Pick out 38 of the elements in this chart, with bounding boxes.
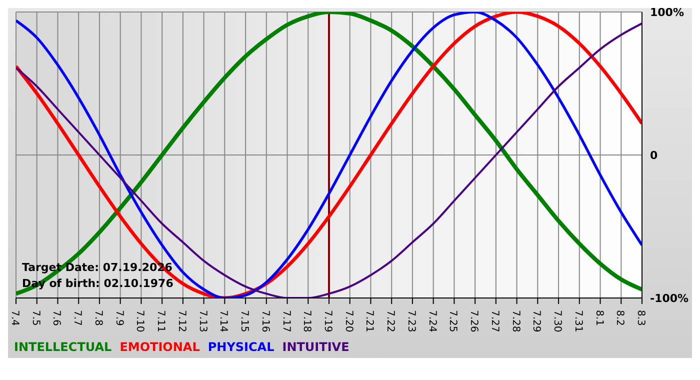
x-tick-label: 7.7 [72,310,83,326]
text: PHYSICAL [208,340,274,354]
x-tick-label: 7.22 [384,310,396,332]
x-tick-label: 7.15 [238,310,250,332]
x-tick-label: 7.19 [322,310,333,332]
x-tick-label: 7.20 [342,310,354,332]
y-tick-label: 0 [650,148,658,162]
x-tick-label: 7.28 [510,310,521,332]
x-tick-label: 7.24 [426,310,438,332]
text: INTELLECTUAL [14,340,112,354]
x-tick-label: 7.8 [92,310,104,326]
x-tick-label: 7.29 [530,310,542,332]
x-tick-label: 7.4 [9,310,20,326]
text: EMOTIONAL [120,340,200,354]
x-tick-label: 7.23 [405,310,416,332]
x-tick-label: 7.26 [468,310,480,332]
x-tick-label: 7.5 [30,310,41,326]
x-tick-label: 7.13 [196,310,208,332]
x-tick-label: 7.9 [113,310,124,326]
x-tick-label: 7.25 [447,310,458,332]
x-tick-label: 7.31 [572,310,584,332]
x-tick-label: 7.12 [176,310,187,332]
x-tick-label: 7.16 [259,310,270,332]
x-tick-label: 8.2 [614,310,626,326]
x-tick-label: 7.11 [155,310,166,332]
x-tick-label: 7.27 [488,310,500,332]
x-tick-label: 8.1 [593,310,604,326]
x-tick-label: 7.17 [280,310,292,332]
y-tick-label: -100% [650,292,689,305]
x-tick-label: 7.14 [218,310,229,332]
x-tick-label: 8.3 [635,310,646,326]
text: INTUITIVE [282,340,350,354]
x-tick-label: 7.21 [364,310,375,332]
x-tick-label: 7.6 [50,310,62,326]
x-tick-label: 7.18 [301,310,312,332]
y-tick-label: 100% [650,6,684,19]
x-tick-label: 7.30 [552,310,563,332]
x-tick-label: 7.10 [134,310,146,332]
